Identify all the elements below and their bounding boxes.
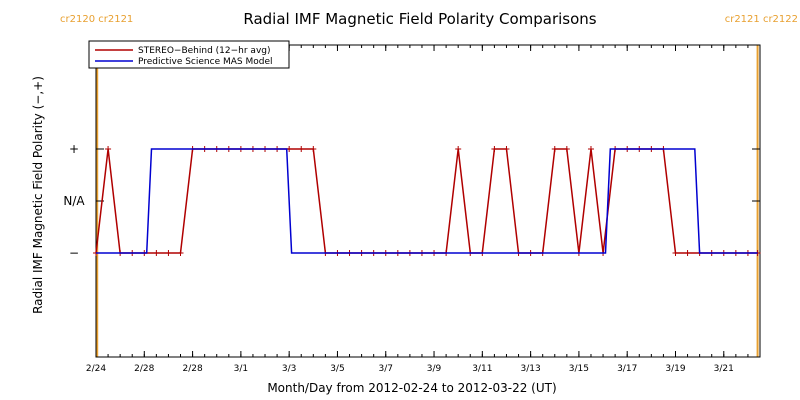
data-point bbox=[503, 146, 510, 152]
data-point bbox=[684, 250, 691, 256]
x-tick-label: 2/24 bbox=[86, 364, 106, 374]
x-tick-label: 3/17 bbox=[617, 364, 637, 374]
data-point bbox=[298, 146, 305, 152]
carrington-label: cr2120 cr2121 bbox=[60, 14, 133, 25]
series-layer bbox=[93, 146, 761, 256]
x-tick-label: 3/15 bbox=[569, 364, 589, 374]
x-tick-label: 3/1 bbox=[234, 364, 248, 374]
data-point bbox=[551, 146, 558, 152]
legend-entry: Predictive Science MAS Model bbox=[138, 57, 273, 67]
data-point bbox=[672, 250, 679, 256]
y-axis-ticks: − N/A + bbox=[63, 142, 760, 260]
data-point bbox=[310, 146, 317, 152]
x-tick-label: 3/13 bbox=[521, 364, 541, 374]
x-tick-label: 3/7 bbox=[379, 364, 393, 374]
y-tick-label: − bbox=[69, 246, 79, 260]
data-point bbox=[153, 250, 160, 256]
legend-box bbox=[88, 40, 290, 69]
x-axis-label: Month/Day from 2012-02-24 to 2012-03-22 … bbox=[267, 381, 556, 395]
legend-entry: STEREO−Behind (12−hr avg) bbox=[138, 46, 271, 56]
x-tick-label: 3/19 bbox=[665, 364, 685, 374]
x-tick-label: 2/28 bbox=[182, 364, 202, 374]
y-tick-label: N/A bbox=[63, 194, 85, 208]
data-point bbox=[165, 250, 172, 256]
x-tick-label: 3/9 bbox=[427, 364, 442, 374]
x-axis-ticks: 2/24 2/28 2/28 3/1 3/3 3/5 3/7 3/9 3/11 3/13 3/15 3… bbox=[86, 45, 749, 374]
x-tick-label: 3/11 bbox=[472, 364, 492, 374]
data-point bbox=[105, 146, 112, 152]
x-tick-label: 3/3 bbox=[282, 364, 296, 374]
y-axis-label: Radial IMF Magnetic Field Polarity (−,+) bbox=[31, 76, 45, 314]
data-point bbox=[455, 146, 462, 152]
x-tick-label: 3/5 bbox=[330, 364, 344, 374]
series-line-0 bbox=[95, 148, 758, 254]
y-tick-label: + bbox=[69, 142, 79, 156]
x-tick-label: 3/21 bbox=[714, 364, 734, 374]
data-point bbox=[491, 146, 498, 152]
series-line-1 bbox=[96, 148, 758, 254]
data-point bbox=[587, 146, 594, 152]
legend: STEREO−Behind (12−hr avg)Predictive Scie… bbox=[88, 40, 290, 69]
data-point bbox=[563, 146, 570, 152]
carrington-label: cr2121 cr2122 bbox=[725, 14, 798, 25]
data-point bbox=[177, 250, 184, 256]
plot-frame bbox=[95, 44, 761, 358]
chart-title: Radial IMF Magnetic Field Polarity Compa… bbox=[243, 10, 596, 28]
x-tick-label: 2/28 bbox=[134, 364, 154, 374]
